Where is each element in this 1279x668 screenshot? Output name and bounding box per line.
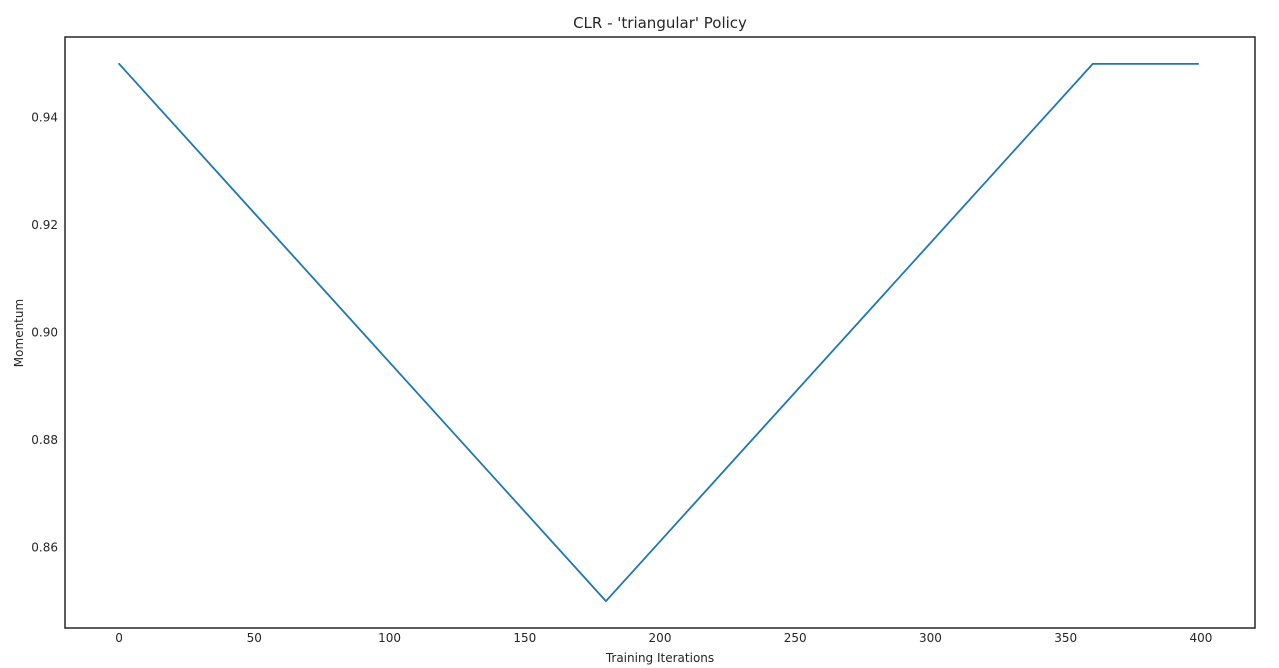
y-tick-label: 0.90 bbox=[31, 326, 58, 340]
chart-title: CLR - 'triangular' Policy bbox=[573, 14, 747, 32]
plot-area bbox=[64, 36, 1256, 629]
y-tick-label: 0.92 bbox=[31, 218, 58, 232]
x-tick-label: 250 bbox=[784, 631, 807, 645]
x-tick-label: 200 bbox=[649, 631, 672, 645]
series-layer bbox=[118, 62, 1200, 603]
x-tick-label: 350 bbox=[1054, 631, 1077, 645]
x-axis-ticks: 0 50 100 150 200 250 300 350 400 bbox=[115, 631, 1212, 645]
x-tick-label: 50 bbox=[247, 631, 262, 645]
y-axis-label: Momentum bbox=[12, 299, 26, 367]
x-axis-label: Training Iterations bbox=[605, 651, 714, 665]
x-tick-label: 0 bbox=[115, 631, 123, 645]
x-tick-label: 150 bbox=[513, 631, 536, 645]
y-axis-ticks: 0.86 0.88 0.90 0.92 0.94 bbox=[31, 111, 58, 555]
x-tick-label: 400 bbox=[1189, 631, 1212, 645]
x-tick-label: 300 bbox=[919, 631, 942, 645]
y-tick-label: 0.94 bbox=[31, 111, 58, 125]
y-tick-label: 0.86 bbox=[31, 540, 58, 554]
y-tick-label: 0.88 bbox=[31, 433, 58, 447]
x-tick-label: 100 bbox=[378, 631, 401, 645]
momentum-series-line bbox=[118, 62, 1200, 603]
